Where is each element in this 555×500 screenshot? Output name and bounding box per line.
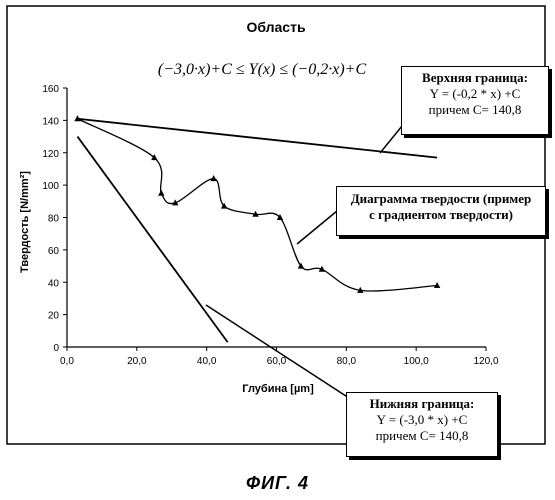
upper-callout-leader [380,126,402,153]
upper-bound-line [77,119,437,158]
x-tick-label: 20,0 [127,356,147,367]
lower-bound-constant: причем C= 140,8 [347,428,497,444]
chart-title: Область [246,19,306,35]
upper-bound-constant: причем C= 140,8 [402,102,548,118]
chart-formula: (−3,0·x)+C ≤ Y(x) ≤ (−0,2·x)+C [158,61,367,78]
diagram-callout-leader [297,211,337,244]
diagram-line-2: с градиентом твердости) [337,207,545,223]
lower-bound-callout: Нижняя граница: Y = (-3,0 * x) +C причем… [346,392,498,457]
x-tick-label: 100,0 [404,356,429,367]
y-tick-label: 120 [42,149,59,160]
hardness-data-point [158,190,164,196]
y-tick-label: 20 [48,311,60,322]
y-tick-label: 60 [48,246,60,257]
x-axis-label: Глубина [µm] [242,383,314,395]
x-tick-label: 80,0 [337,356,357,367]
lower-bound-formula: Y = (-3,0 * x) +C [347,412,497,428]
callout-leaders [206,126,402,398]
x-tick-label: 40,0 [197,356,217,367]
figure-caption: ФИГ. 4 [0,473,555,494]
diagram-line-1: Диаграмма твердости (пример [337,191,545,207]
x-tick-label: 60,0 [267,356,287,367]
y-tick-label: 80 [48,214,60,225]
y-tick-label: 0 [53,343,59,354]
upper-bound-callout: Верхняя граница: Y = (-0,2 * x) +C приче… [401,66,549,135]
x-tick-label: 120,0 [473,356,498,367]
upper-bound-title: Верхняя граница: [402,70,548,86]
x-tick-label: 0,0 [60,356,74,367]
lower-bound-line [77,137,227,343]
hardness-data-point [434,282,440,288]
upper-bound-formula: Y = (-0,2 * x) +C [402,86,548,102]
y-tick-label: 160 [42,84,59,95]
diagram-callout: Диаграмма твердости (пример с градиентом… [336,186,546,236]
y-axis-label: Твердость [N/mm²] [19,171,31,273]
y-tick-label: 140 [42,116,59,127]
hardness-data-point [210,175,216,181]
y-tick-label: 100 [42,181,59,192]
lower-bound-title: Нижняя граница: [347,396,497,412]
y-tick-label: 40 [48,278,60,289]
